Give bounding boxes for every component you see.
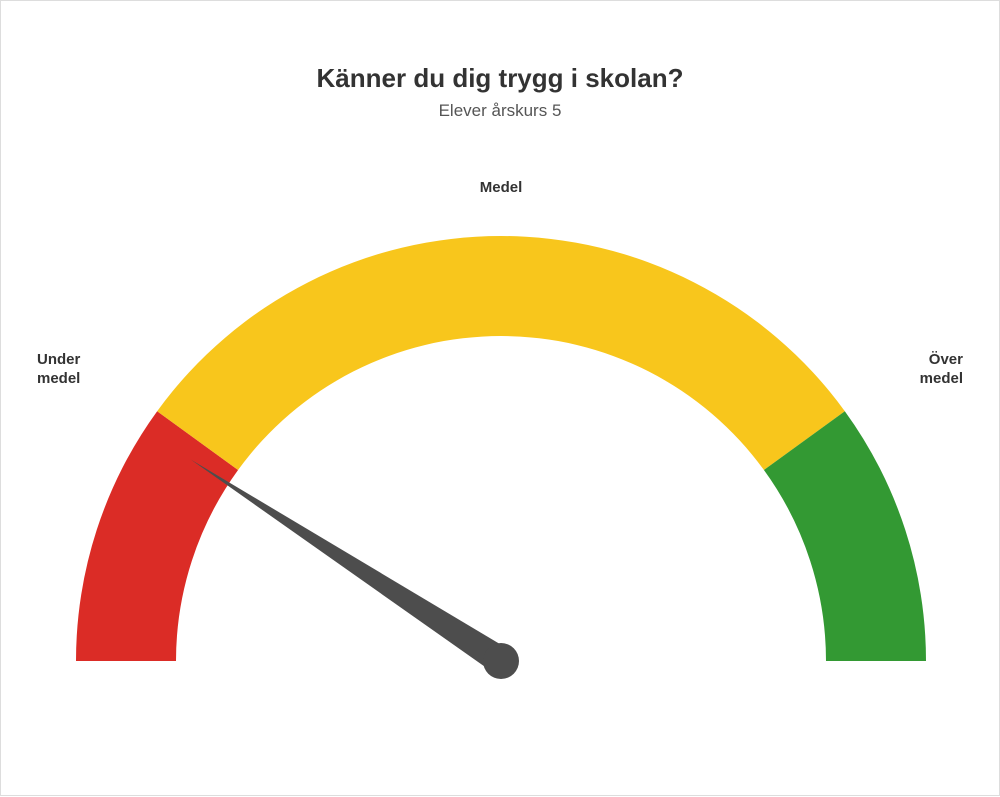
gauge-label-under-medel: Undermedel bbox=[37, 351, 80, 389]
chart-frame: Känner du dig trygg i skolan? Elever års… bbox=[0, 0, 1000, 796]
gauge-chart bbox=[1, 1, 1000, 797]
gauge-label-over-medel: Övermedel bbox=[920, 351, 963, 389]
gauge-label-medel: Medel bbox=[441, 179, 561, 198]
gauge-segment-mid bbox=[157, 236, 845, 470]
gauge-needle-hub bbox=[483, 643, 519, 679]
gauge-needle bbox=[191, 459, 509, 672]
